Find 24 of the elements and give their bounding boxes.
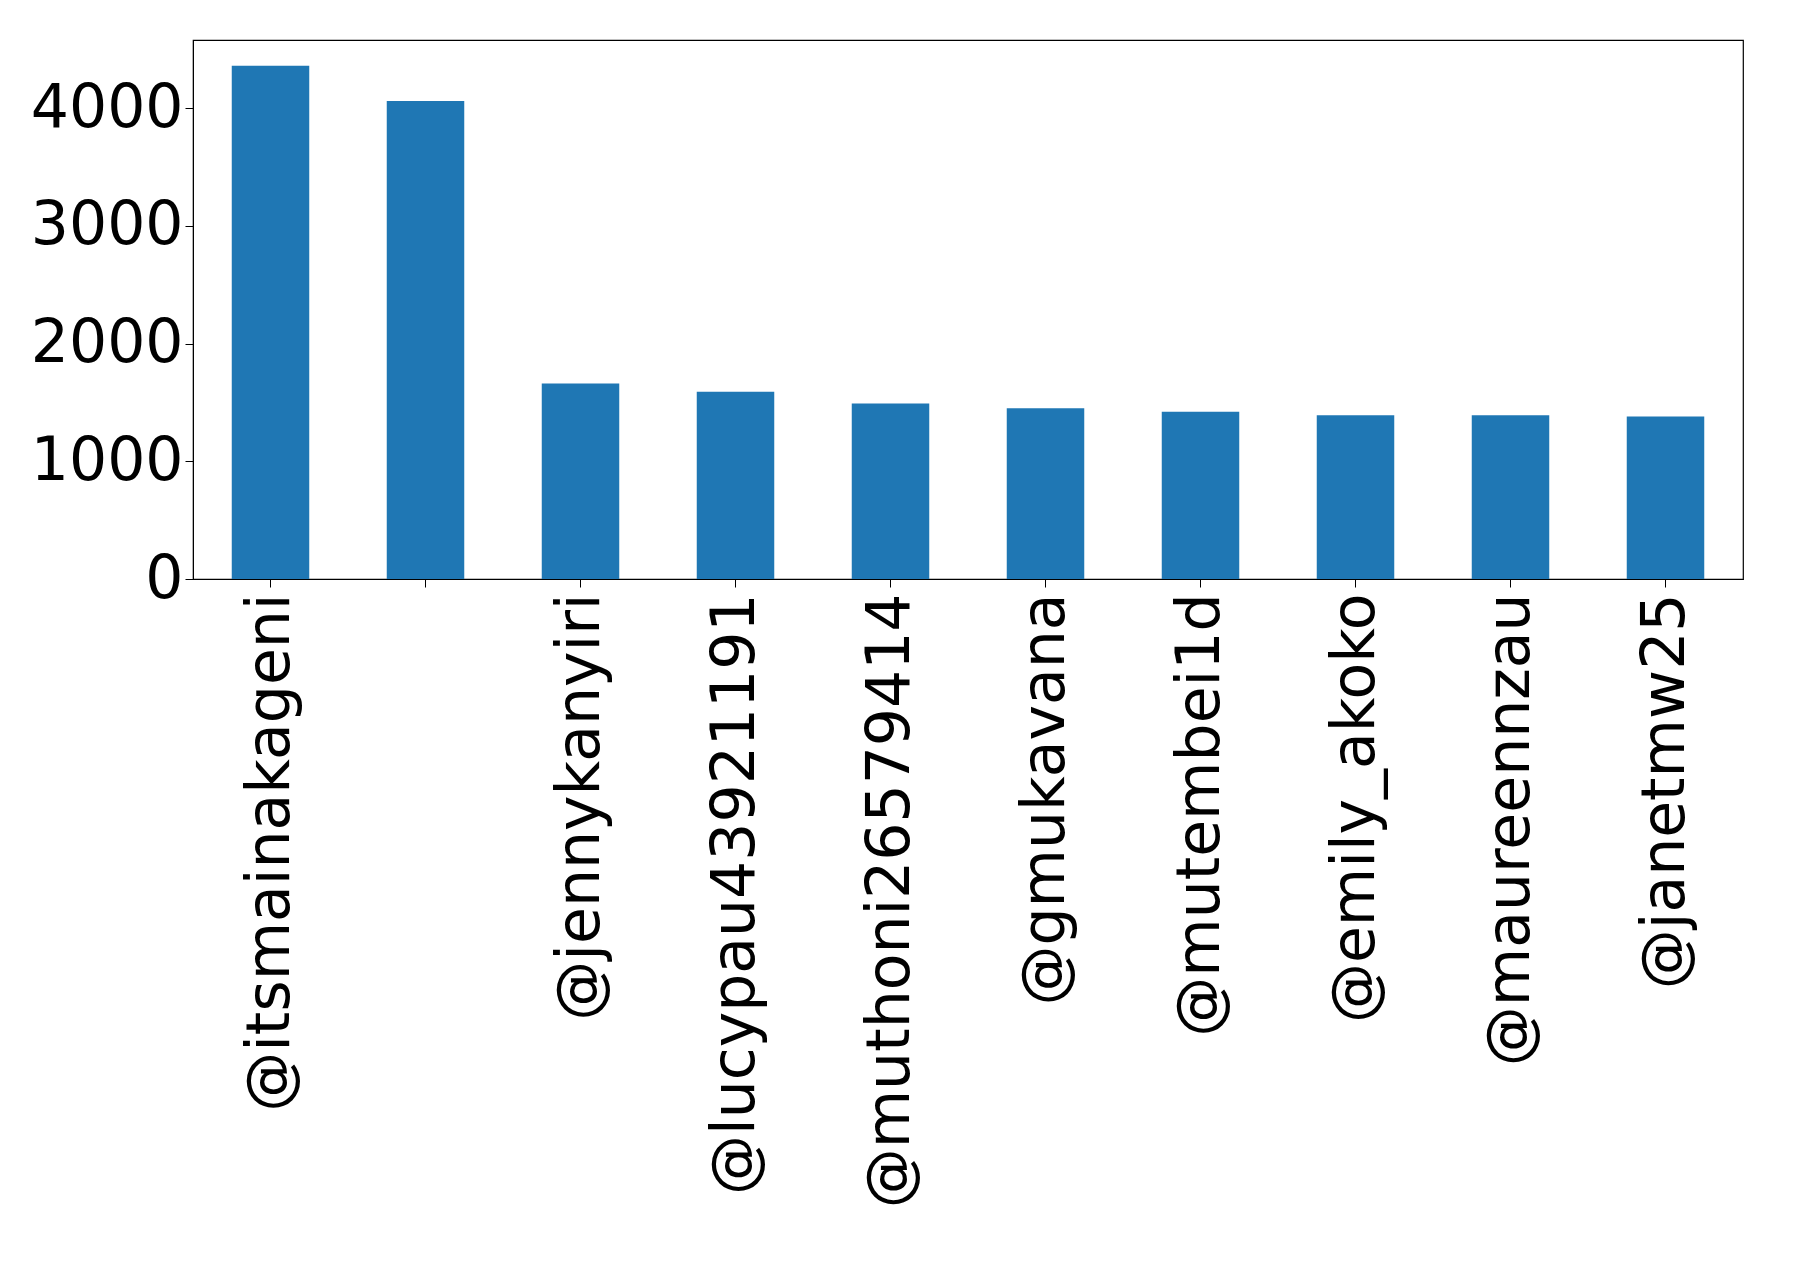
y-tick-label: 3000: [30, 188, 184, 259]
bar: [1471, 415, 1550, 579]
x-tick-label: @itsmainakageni: [232, 593, 303, 1112]
y-tick-label: 4000: [30, 70, 184, 141]
y-tick-label: 1000: [30, 423, 184, 494]
x-tick-label: @muthoni26579414: [852, 593, 923, 1209]
bar: [851, 403, 930, 579]
x-tick-label: @emily_akoko: [1317, 593, 1388, 1024]
x-tick-label: @lucypau43921191: [697, 593, 768, 1195]
bar: [1161, 411, 1240, 579]
x-tick-label: @mutembei1d: [1162, 593, 1233, 1037]
bar: [696, 391, 775, 579]
bar: [386, 100, 465, 579]
x-tick-label: @gmukavana: [1007, 593, 1078, 1006]
bar: [1006, 408, 1085, 579]
x-tick-label: @maureennzau: [1472, 593, 1543, 1067]
x-tick-label: @jennykanyiri: [542, 593, 613, 1021]
x-tick-label: @janetmw25: [1627, 593, 1698, 990]
bar: [541, 383, 620, 579]
bar: [231, 65, 310, 579]
y-tick-label: 2000: [30, 306, 184, 377]
y-tick-label: 0: [145, 541, 184, 612]
bar: [1626, 416, 1705, 579]
bar: [1316, 415, 1395, 579]
